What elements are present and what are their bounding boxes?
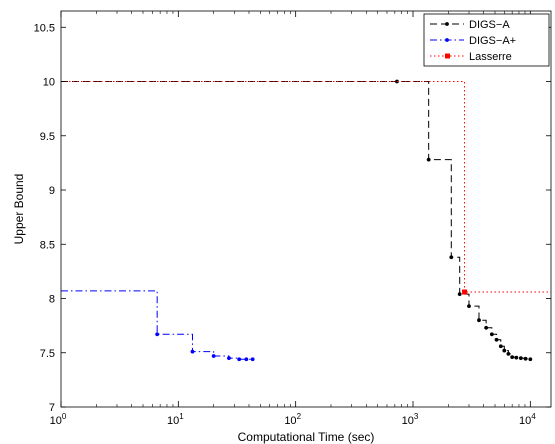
data-point — [494, 337, 499, 342]
y-tick-label: 8 — [49, 294, 55, 306]
series-0 — [61, 79, 533, 362]
x-tick-label: 103 — [402, 412, 419, 427]
data-point — [467, 304, 471, 309]
y-tick-labels: 7 7.5 8 8.5 9 9.5 10 10.5 — [34, 22, 55, 414]
legend-label: DIGS−A+ — [469, 35, 516, 47]
data-point — [498, 344, 503, 349]
data-point — [502, 348, 507, 353]
data-point — [462, 289, 468, 295]
series-1 — [61, 290, 255, 362]
x-tick-label-exponent: 1 — [179, 412, 184, 421]
x-tick-label-exponent: 3 — [414, 412, 419, 421]
data-point — [518, 356, 523, 361]
data-point — [510, 355, 515, 359]
data-point — [514, 355, 519, 360]
y-tick-label: 10.5 — [34, 22, 55, 34]
x-tick-label-exponent: 4 — [531, 412, 536, 421]
x-tick-label-base: 10 — [402, 415, 414, 427]
y-tick-label: 7.5 — [40, 348, 55, 360]
x-axis-label: Computational Time (sec) — [238, 430, 375, 444]
x-tick-label-exponent: 2 — [297, 412, 302, 421]
x-tick-label-base: 10 — [167, 415, 179, 427]
y-tick-label: 9 — [49, 185, 55, 197]
x-tick-label: 104 — [519, 412, 536, 427]
y-tick-label: 8.5 — [40, 239, 55, 251]
legend-swatch-marker — [445, 53, 450, 59]
data-point — [484, 325, 489, 330]
data-point — [395, 79, 399, 84]
data-point — [489, 332, 494, 337]
data-point — [457, 292, 462, 297]
ticks-layer — [60, 11, 551, 408]
data-point — [227, 356, 231, 361]
x-tick-label: 101 — [167, 412, 184, 427]
data-point — [523, 356, 528, 361]
data-point — [528, 357, 533, 362]
x-tick-label-exponent: 0 — [62, 412, 67, 421]
data-point — [155, 332, 160, 337]
data-point — [244, 357, 249, 362]
data-point — [506, 351, 511, 356]
plot-area — [61, 11, 551, 407]
y-tick-label: 7 — [49, 402, 55, 414]
data-point — [237, 357, 242, 362]
data-point — [449, 255, 454, 260]
legend-label: DIGS−A — [469, 19, 510, 31]
x-tick-label-base: 10 — [284, 415, 296, 427]
x-tick-label: 100 — [50, 412, 67, 427]
data-point — [211, 354, 216, 358]
legend-swatch-marker — [445, 22, 449, 26]
data-point — [190, 349, 195, 354]
series-2 — [61, 81, 551, 295]
x-tick-label-base: 10 — [50, 415, 62, 427]
x-tick-label: 102 — [284, 412, 301, 427]
series-layer — [61, 79, 551, 362]
legend-swatch-marker — [445, 38, 449, 42]
data-point — [426, 157, 431, 162]
data-point — [477, 318, 481, 323]
plot-frame — [60, 10, 552, 408]
x-tick-label-base: 10 — [519, 415, 531, 427]
y-axis-label: Upper Bound — [12, 174, 26, 245]
y-tick-label: 9.5 — [40, 131, 55, 143]
series-line — [61, 81, 551, 293]
y-tick-label: 10 — [43, 77, 55, 89]
x-tick-labels: 100 101 102 103 104 — [50, 412, 537, 427]
data-point — [250, 357, 255, 362]
legend: DIGS−A DIGS−A+ Lasserre — [423, 13, 550, 67]
legend-label: Lasserre — [469, 51, 512, 63]
